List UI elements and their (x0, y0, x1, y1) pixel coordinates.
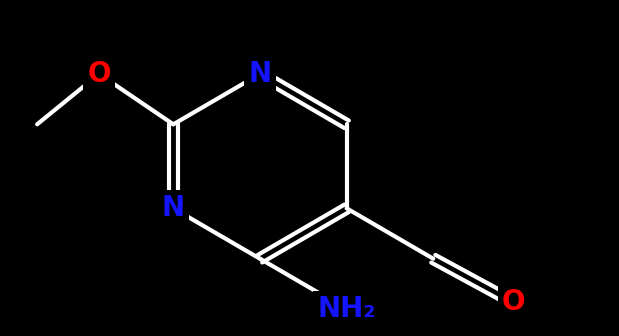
Text: NH₂: NH₂ (318, 295, 376, 323)
Text: O: O (87, 60, 111, 88)
Text: O: O (502, 288, 526, 317)
Text: N: N (162, 194, 185, 222)
Text: N: N (248, 60, 272, 88)
